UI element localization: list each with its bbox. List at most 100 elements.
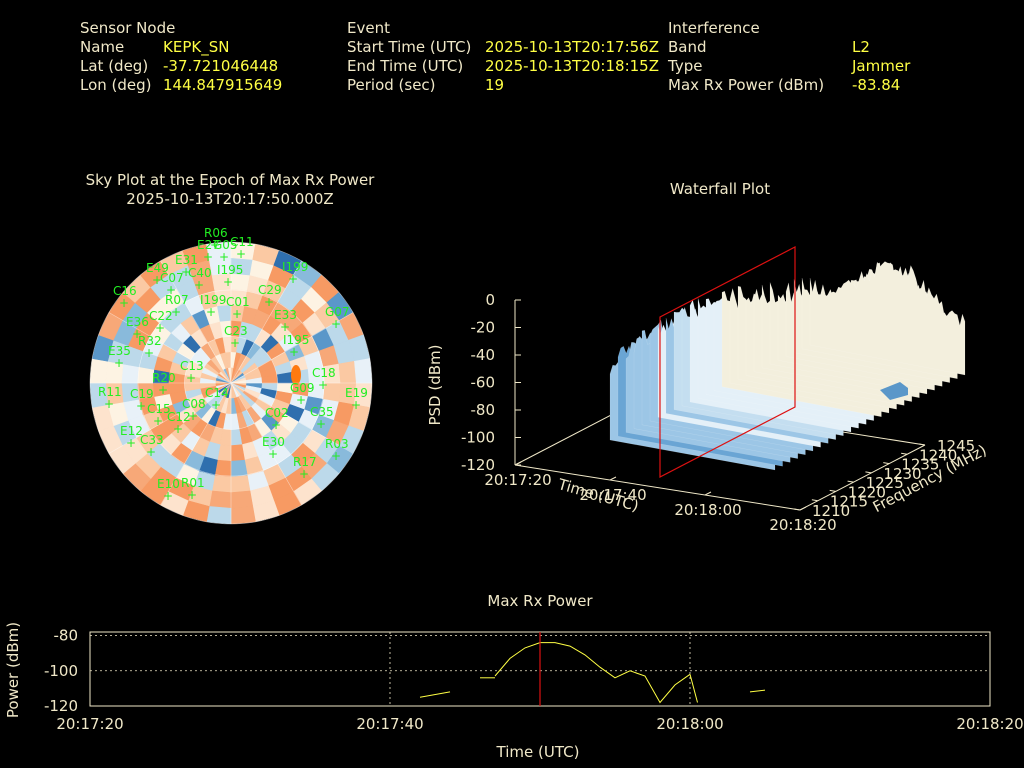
satellite-marker: + [163,489,173,503]
satellite-label: R07 [165,293,189,307]
power-line-segment [689,674,698,703]
satellite-marker: + [173,422,183,436]
satellite-marker: + [351,398,361,412]
satellite-marker: + [289,345,299,359]
satellite-marker: + [153,414,163,428]
wf-freq-axis [799,444,926,511]
event-end-label: End Time (UTC) [347,57,464,75]
satellite-marker: + [316,417,326,431]
power-y-tick-label: -120 [44,697,78,715]
satellite-label: C01 [226,295,250,309]
satellite-label: R01 [181,476,205,490]
sky-heatmap [90,242,372,524]
sky-satellites: R06+E27+G05+C11+E31+E49+C07+C40+I195+I19… [98,226,368,503]
satellite-label: R11 [98,385,122,399]
sky-azimuth-line [160,260,232,384]
satellite-marker: + [230,336,240,350]
wf-y-tick [793,508,801,511]
power-line-segment [419,691,451,698]
satellite-label: E31 [175,253,198,267]
satellite-marker: + [280,320,290,334]
wf-y-tick-label: 1220 [848,483,886,501]
satellite-marker: + [299,467,309,481]
wf-x-tick-label: 20:17:40 [579,486,646,504]
wf-y-tick [847,480,854,483]
wf-y-tick-label: 1215 [830,493,868,511]
satellite-marker: + [104,397,114,411]
interference-band-label: Band [668,38,707,56]
event-start-label: Start Time (UTC) [347,38,472,56]
sky-azimuth-line [230,382,302,506]
satellite-marker: + [264,295,274,309]
interference-band-value: L2 [852,38,870,56]
sky-azimuth-line [108,312,232,384]
satellite-label: E49 [146,261,169,275]
sensor-lat-value: -37.721046448 [163,57,279,75]
power-y-tick-label: -80 [54,627,79,645]
wf-z-tick-label: -20 [471,319,496,337]
satellite-marker: + [194,278,204,292]
satellite-label: R06 [204,226,228,240]
sensor-lon-value: 144.847915649 [163,76,283,94]
satellite-marker: + [288,272,298,286]
sky-azimuth-line [230,260,302,384]
wf-time-axis [514,464,801,511]
sky-grid [89,241,373,525]
wf-z-tick-label: -100 [461,429,495,447]
wf-psd-band [809,261,966,376]
satellite-label: C22 [149,309,173,323]
wf-y-tick-label: 1210 [812,502,850,520]
wf-x-tick-label: 20:18:20 [769,516,836,534]
satellite-label: C11 [230,235,254,249]
power-x-tick-label: 20:17:20 [56,715,123,733]
sky-hotspot [291,365,301,385]
satellite-label: E12 [120,424,143,438]
interference-type-label: Type [668,57,703,75]
wf-y-tick [829,489,836,492]
event-end-value: 2025-10-13T20:18:15Z [485,57,659,75]
satellite-label: E27 [197,238,220,252]
wf-y-tick [883,462,890,465]
satellite-label: I195 [217,263,243,277]
satellite-label: E30 [262,435,285,449]
satellite-marker: + [146,445,156,459]
waterfall-epoch-marker [659,246,796,478]
wf-psd-band [880,382,908,400]
event-period-value: 19 [485,76,505,94]
satellite-marker: + [166,283,176,297]
satellite-marker: + [188,409,198,423]
wf-y-tick [865,471,872,474]
satellite-marker: + [119,296,129,310]
satellite-label: I195 [283,333,309,347]
satellite-marker: + [331,449,341,463]
sky-cell [230,506,256,524]
sensor-lon-label: Lon (deg) [80,76,152,94]
interference-type-value: Jammer [852,57,911,75]
satellite-label: C14 [205,386,229,400]
satellite-marker: + [210,238,220,252]
satellite-label: C18 [312,366,336,380]
event-heading: Event [347,19,390,37]
interference-heading: Interference [668,19,760,37]
wf-x-tick-label: 20:17:20 [484,471,551,489]
event-start-value: 2025-10-13T20:17:56Z [485,38,659,56]
sensor-node-heading: Sensor Node [80,19,176,37]
satellite-label: E33 [274,308,297,322]
satellite-label: C12 [167,410,191,424]
wf-y-tick [901,452,908,455]
power-line-segment [494,642,691,704]
sky-azimuth-line [108,382,232,454]
sky-cell [354,358,372,384]
wf-y-tick-label: 1230 [883,465,921,483]
satellite-label: R20 [152,371,176,385]
power-y-tick-label: -100 [44,662,78,680]
satellite-marker: + [126,436,136,450]
sky-azimuth-line [160,382,232,506]
sensor-name-label: Name [80,38,125,56]
sensor-lat-label: Lat (deg) [80,57,149,75]
satellite-label: C19 [130,387,154,401]
satellite-marker: + [186,371,196,385]
sky-plot-title: Sky Plot at the Epoch of Max Rx Power [85,171,375,189]
